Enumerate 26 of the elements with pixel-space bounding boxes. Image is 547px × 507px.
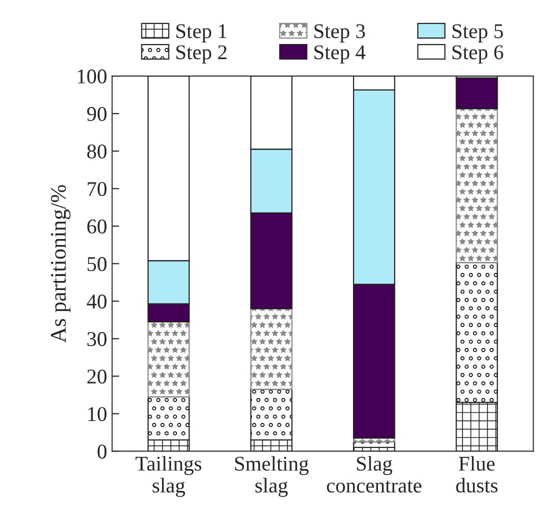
bar [456, 77, 498, 110]
y-tick-label: 20 [87, 370, 106, 384]
legend-label: Step 3 [314, 24, 365, 42]
x-tick-label: Slag concentrate [326, 456, 422, 493]
x-tick-label: Smelting slag [235, 456, 309, 497]
bar [456, 108, 498, 264]
y-axis-title: As partitioning/% [50, 185, 70, 343]
y-tick-label: 100 [78, 69, 106, 84]
bar [148, 321, 190, 398]
y-tick-label: 30 [87, 332, 106, 346]
y-tick-label: 70 [88, 182, 106, 196]
legend-label: Step 2 [176, 45, 226, 64]
legend-label: Step 5 [452, 24, 503, 42]
y-tick-label: 90 [87, 106, 106, 121]
legend-label: Step 1 [176, 24, 226, 42]
bar [250, 308, 292, 390]
legend-label: Step 6 [452, 45, 504, 64]
y-tick-label: 50 [88, 257, 106, 272]
y-tick-label: 40 [86, 294, 106, 309]
y-tick-label: 60 [87, 219, 106, 234]
y-tick-label: 80 [87, 144, 106, 159]
y-tick-label: 0 [98, 444, 106, 459]
y-tick-label: 10 [88, 407, 106, 422]
x-tick-label: Flue dusts [456, 456, 498, 493]
legend-label: Step 4 [314, 45, 366, 64]
x-tick-label: Tailings slag [136, 456, 202, 497]
